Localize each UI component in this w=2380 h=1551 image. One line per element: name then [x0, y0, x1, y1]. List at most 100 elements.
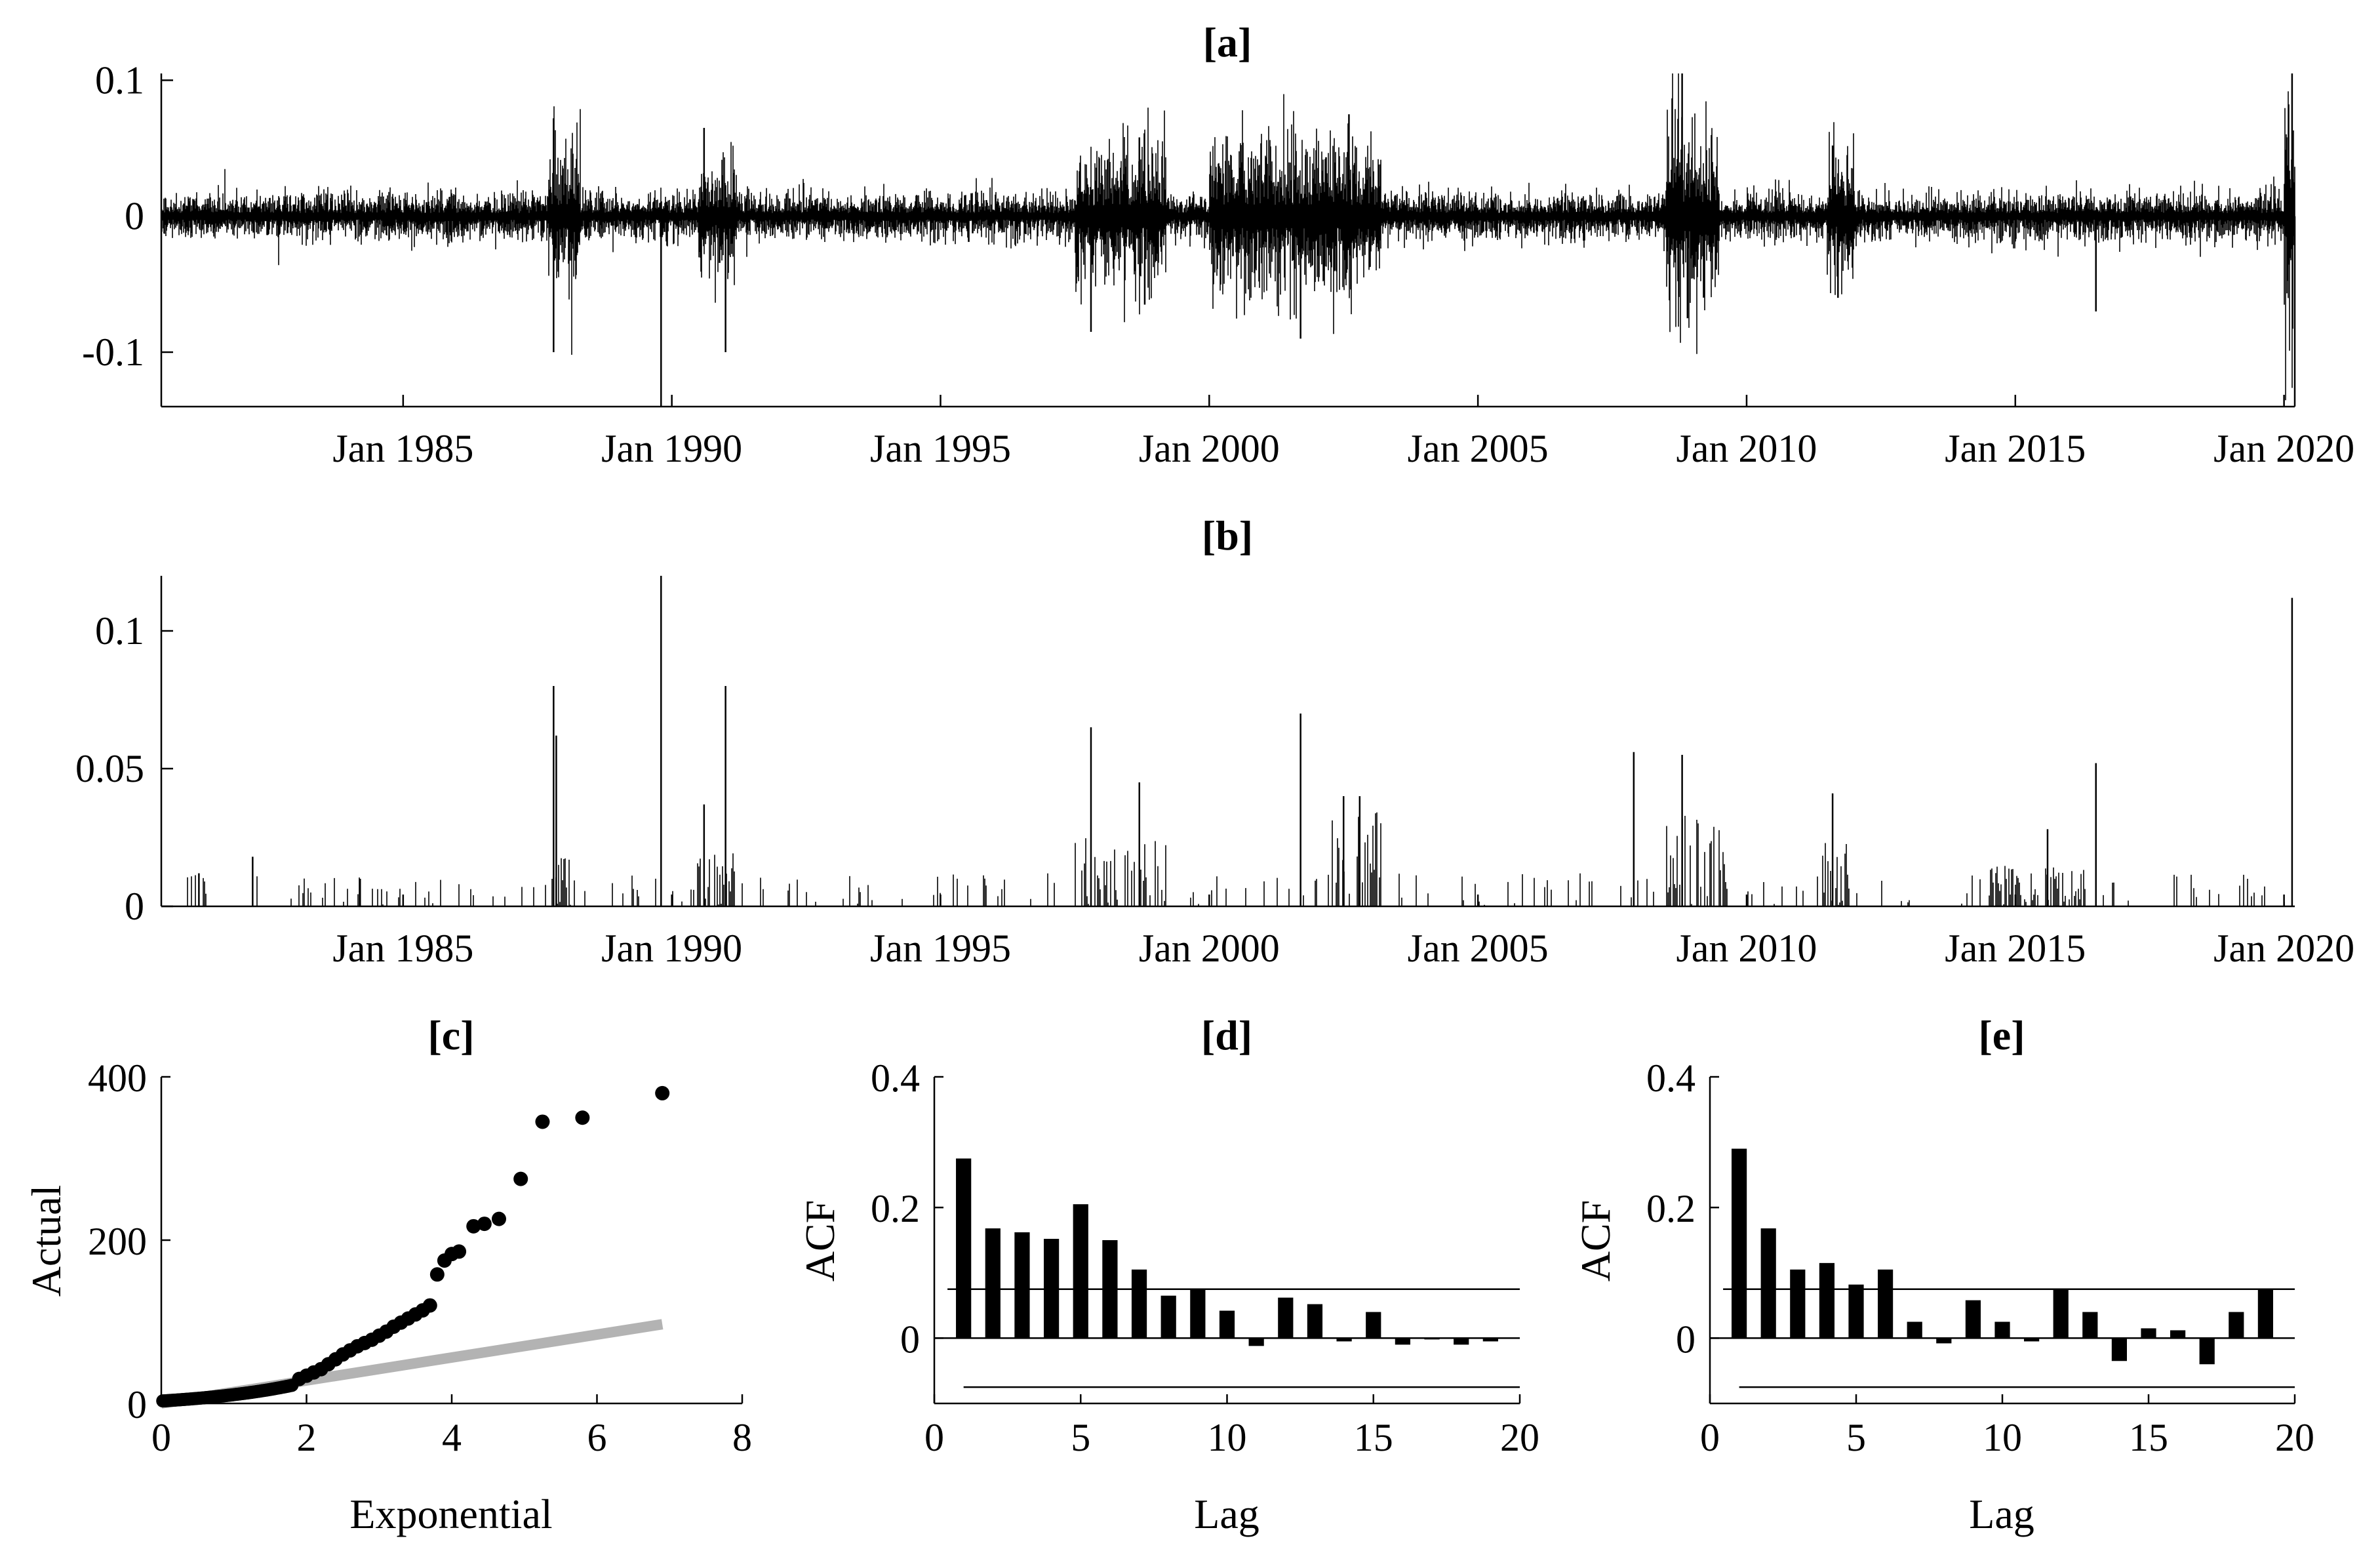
panel-d-series [934, 1158, 1520, 1388]
panel-e-y-tick-label: 0 [1676, 1318, 1696, 1361]
panel-c-y-tick-label: 0 [127, 1383, 147, 1426]
panel-c-point [466, 1219, 481, 1234]
panel-a-series [161, 73, 2296, 407]
panel-c-point [655, 1085, 670, 1100]
panel-a: [a] 0.1 0 -0.1 Jan 1985 Jan 1990 Jan 1995 Jan … [82, 19, 2354, 470]
panel-e-xlabel: Lag [1969, 1491, 2034, 1537]
panel-c-xlabel: Exponential [349, 1491, 552, 1537]
panel-d-title: [d] [1201, 1012, 1252, 1058]
panel-d-x-tick-label: 0 [924, 1416, 944, 1459]
panel-d-bar [1278, 1297, 1294, 1339]
panel-a-y-tick-label: 0 [125, 195, 144, 238]
panel-d-x-tick-label: 15 [1354, 1416, 1393, 1459]
panel-e-bar [2257, 1289, 2273, 1339]
panel-b-x-tick-label: Jan 1990 [601, 927, 742, 970]
panel-c-ylabel: Actual [23, 1185, 69, 1297]
panel-e-bar [2111, 1338, 2127, 1361]
panel-e-bar [1732, 1148, 1747, 1339]
panel-c-x-tick-label: 8 [732, 1416, 752, 1459]
panel-d-bar [1073, 1204, 1088, 1339]
panel-d-bar [1454, 1338, 1469, 1345]
panel-e-bar [1819, 1262, 1835, 1339]
panel-b-y-tick-label: 0.1 [95, 609, 144, 653]
panel-b-x-tick-label: Jan 2005 [1408, 927, 1549, 970]
panel-d-bar [1190, 1289, 1206, 1339]
panel-d-xlabel: Lag [1194, 1491, 1259, 1537]
panel-c-point [535, 1114, 550, 1129]
panel-e-ylabel: ACF [1572, 1200, 1619, 1282]
panel-c-point [491, 1211, 506, 1226]
panel-e-bar [2082, 1312, 2098, 1339]
panel-e-x-tick-label: 5 [1846, 1416, 1866, 1459]
panel-a-axes: 0.1 0 -0.1 Jan 1985 Jan 1990 Jan 1995 Jan 2000… [82, 58, 2354, 470]
panel-c-series [156, 1085, 670, 1409]
panel-c-point [575, 1110, 590, 1125]
panel-c-x-tick-label: 4 [442, 1416, 462, 1459]
panel-d-bar [956, 1158, 972, 1339]
panel-e-bar [1994, 1321, 2010, 1339]
panel-d-bar [1366, 1312, 1381, 1339]
panel-d-x-tick-label: 10 [1208, 1416, 1247, 1459]
panel-e-x-tick-label: 0 [1700, 1416, 1720, 1459]
panel-a-x-tick-label: Jan 1995 [870, 427, 1011, 470]
panel-c-point [422, 1298, 437, 1313]
panel-e-bar [1936, 1338, 1952, 1344]
panel-a-x-tick-label: Jan 2000 [1139, 427, 1280, 470]
panel-d-y-tick-label: 0.2 [871, 1187, 920, 1230]
panel-d-bar [1395, 1338, 1411, 1345]
panel-a-x-tick-label: Jan 2020 [2213, 427, 2354, 470]
panel-b-series [187, 576, 2293, 906]
panel-e-x-tick-label: 10 [1983, 1416, 2022, 1459]
panel-e-axes: 0 0.2 0.4 0 5 10 15 20 [1646, 1057, 2314, 1459]
panel-d-bar [1131, 1269, 1147, 1339]
panel-e-x-tick-label: 15 [2129, 1416, 2168, 1459]
panel-a-y-tick-label: 0.1 [95, 58, 144, 102]
panel-a-title: [a] [1203, 19, 1252, 66]
panel-d-y-tick-label: 0 [900, 1318, 920, 1361]
panel-c-point [429, 1267, 445, 1282]
panel-e-bar [2141, 1328, 2156, 1339]
panel-d-y-tick-label: 0.4 [871, 1057, 920, 1100]
panel-b-y-tick-label: 0 [125, 885, 144, 928]
panel-e-bar [2024, 1338, 2040, 1342]
panel-e-bar [1790, 1269, 1806, 1339]
panel-c-title: [c] [427, 1012, 474, 1058]
panel-a-x-tick-label: Jan 2005 [1408, 427, 1549, 470]
panel-d-bar [1219, 1310, 1235, 1339]
panel-d-x-tick-label: 20 [1500, 1416, 1539, 1459]
panel-b-x-tick-label: Jan 2020 [2213, 927, 2354, 970]
panel-b-x-tick-label: Jan 1995 [870, 927, 1011, 970]
panel-e-bar [1965, 1300, 1981, 1339]
panel-a-x-tick-label: Jan 1990 [601, 427, 742, 470]
panel-e-y-tick-label: 0.2 [1646, 1187, 1696, 1230]
panel-d-bar [1160, 1295, 1176, 1339]
panel-b-series-line [187, 812, 2285, 906]
panel-e-bar [1760, 1228, 1776, 1339]
panel-b-title: [b] [1202, 512, 1253, 559]
panel-d: [d] Lag ACF 0 0.2 0.4 0 5 10 15 20 [797, 1012, 1539, 1537]
panel-e-bar [1848, 1284, 1864, 1339]
panel-c-axes: 0 200 400 0 2 4 6 8 [88, 1057, 752, 1459]
panel-e-title: [e] [1978, 1012, 2025, 1058]
panel-d-bar [985, 1228, 1001, 1339]
panel-b-x-tick-label: Jan 1985 [332, 927, 473, 970]
panel-b-y-tick-label: 0.05 [75, 747, 144, 790]
panel-d-axes: 0 0.2 0.4 0 5 10 15 20 [871, 1057, 1539, 1459]
panel-a-x-tick-label: Jan 1985 [332, 427, 473, 470]
panel-c-y-tick-label: 200 [88, 1220, 147, 1263]
panel-d-bar [1482, 1338, 1498, 1342]
panel-b-x-tick-label: Jan 2010 [1676, 927, 1817, 970]
panel-e-y-tick-label: 0.4 [1646, 1057, 1696, 1100]
panel-a-x-tick-label: Jan 2015 [1945, 427, 2086, 470]
panel-e-bar [2170, 1330, 2186, 1339]
panel-b-x-tick-label: Jan 2000 [1139, 927, 1280, 970]
panel-e-bar [2229, 1312, 2244, 1339]
panel-d-bar [1248, 1338, 1264, 1346]
panel-b-axes: 0.1 0.05 0 Jan 1985 Jan 1990 Jan 1995 Jan 2000… [75, 576, 2354, 970]
panel-d-ylabel: ACF [797, 1200, 843, 1282]
panel-e-bar [1878, 1269, 1894, 1339]
panel-c-x-tick-label: 2 [297, 1416, 317, 1459]
panel-c: [c] Exponential Actual 0 200 400 0 2 4 6 8 [23, 1012, 752, 1537]
panel-a-series-line [161, 73, 2295, 401]
